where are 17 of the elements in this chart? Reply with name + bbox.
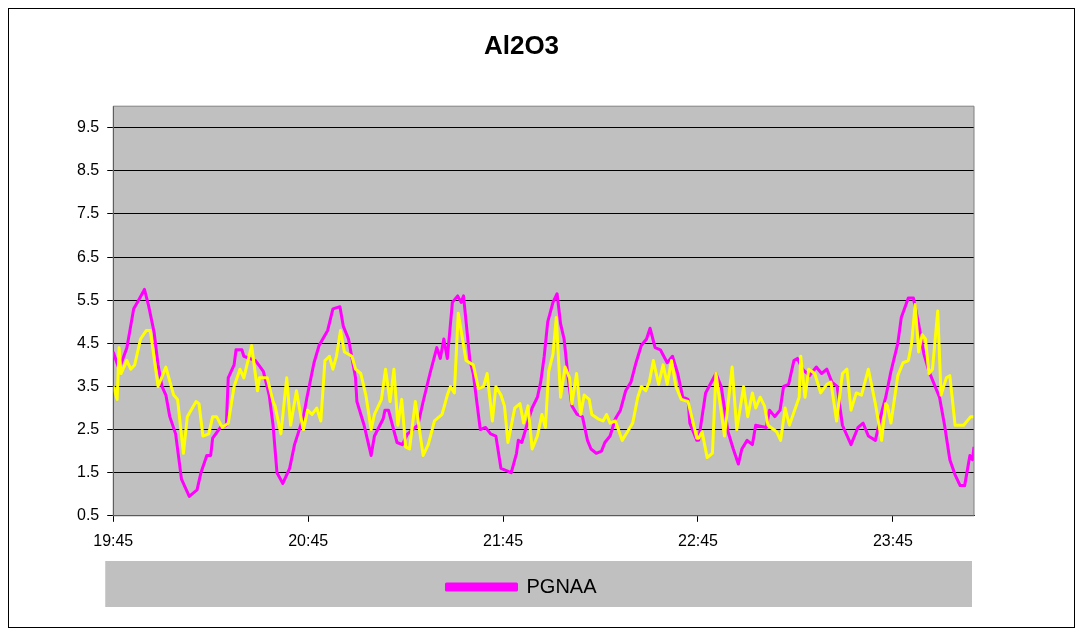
y-tick-label: 4.5 [76,333,100,351]
y-tick-label: 2.5 [76,419,100,437]
x-tick-label: 21:45 [483,531,524,549]
legend-label: PGNAA [526,574,598,597]
x-tick-label: 20:45 [288,531,329,549]
y-tick-label: 8.5 [76,161,100,179]
x-tick-label: 19:45 [93,531,134,549]
y-tick-label: 6.5 [76,247,100,265]
chart-title: Al2O3 [483,29,560,60]
x-tick-label: 23:45 [872,531,914,549]
y-tick-label: 5.5 [76,290,100,308]
y-tick-label: 9.5 [76,118,100,136]
y-tick-label: 1.5 [76,463,100,481]
x-tick-label: 22:45 [677,531,719,549]
y-tick-label: 7.5 [76,204,100,222]
y-tick-label: 0.5 [76,506,100,524]
y-tick-label: 3.5 [76,376,100,394]
